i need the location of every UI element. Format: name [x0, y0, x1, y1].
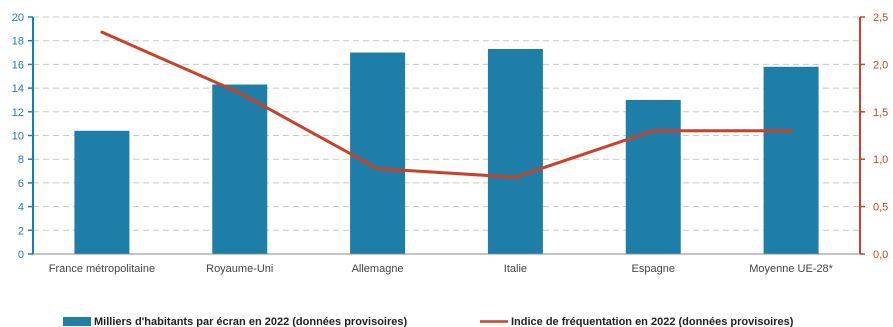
right-tick-label: 0,5	[873, 202, 888, 214]
legend: Milliers d'habitants par écran en 2022 (…	[63, 316, 794, 327]
bar	[212, 84, 268, 254]
line-point	[651, 129, 655, 133]
category-label: Italie	[504, 263, 527, 275]
category-label: France métropolitaine	[49, 263, 155, 275]
category-label: Espagne	[632, 263, 675, 275]
line-point	[513, 175, 517, 179]
right-tick-label: 1,0	[873, 154, 888, 166]
gridlines	[33, 16, 860, 231]
bar-series	[74, 48, 819, 255]
line-series	[100, 30, 793, 179]
right-axis-ticks: 0,0 0,5 1,0 1,5 2,0 2,5	[860, 12, 888, 261]
left-tick-label: 14	[12, 83, 24, 95]
line-point	[376, 167, 380, 171]
left-axis-ticks: 0 2 4 6 8 10 12 14 16 18 20	[12, 12, 33, 261]
left-tick-label: 4	[18, 202, 24, 214]
right-tick-label: 2,0	[873, 59, 888, 71]
right-tick-label: 0,0	[873, 249, 888, 261]
left-tick-label: 0	[18, 249, 24, 261]
category-label: Moyenne UE-28*	[749, 263, 833, 275]
right-tick-label: 2,5	[873, 12, 888, 24]
legend-bar-label: Milliers d'habitants par écran en 2022 (…	[94, 316, 407, 327]
line-path	[101, 30, 792, 179]
right-tick-label: 1,5	[873, 107, 888, 119]
left-tick-label: 12	[12, 107, 24, 119]
category-labels: France métropolitaine Royaume-Uni Allemagn…	[49, 263, 834, 275]
bar	[625, 99, 681, 254]
line-point	[238, 91, 242, 95]
bar	[74, 130, 130, 254]
left-tick-label: 2	[18, 225, 24, 237]
left-tick-label: 18	[12, 36, 24, 48]
line-point	[789, 129, 793, 133]
legend-line-label: Indice de fréquentation en 2022 (données…	[511, 316, 794, 327]
left-tick-label: 16	[12, 59, 24, 71]
left-tick-label: 10	[12, 131, 24, 143]
category-label: Allemagne	[352, 263, 404, 275]
left-tick-label: 8	[18, 154, 24, 166]
left-tick-label: 20	[12, 12, 24, 24]
line-point	[100, 30, 104, 34]
bar	[350, 52, 406, 254]
legend-bar-swatch	[63, 317, 91, 326]
bar	[763, 66, 819, 255]
bar	[487, 48, 543, 255]
category-label: Royaume-Uni	[206, 263, 273, 275]
left-tick-label: 6	[18, 178, 24, 190]
